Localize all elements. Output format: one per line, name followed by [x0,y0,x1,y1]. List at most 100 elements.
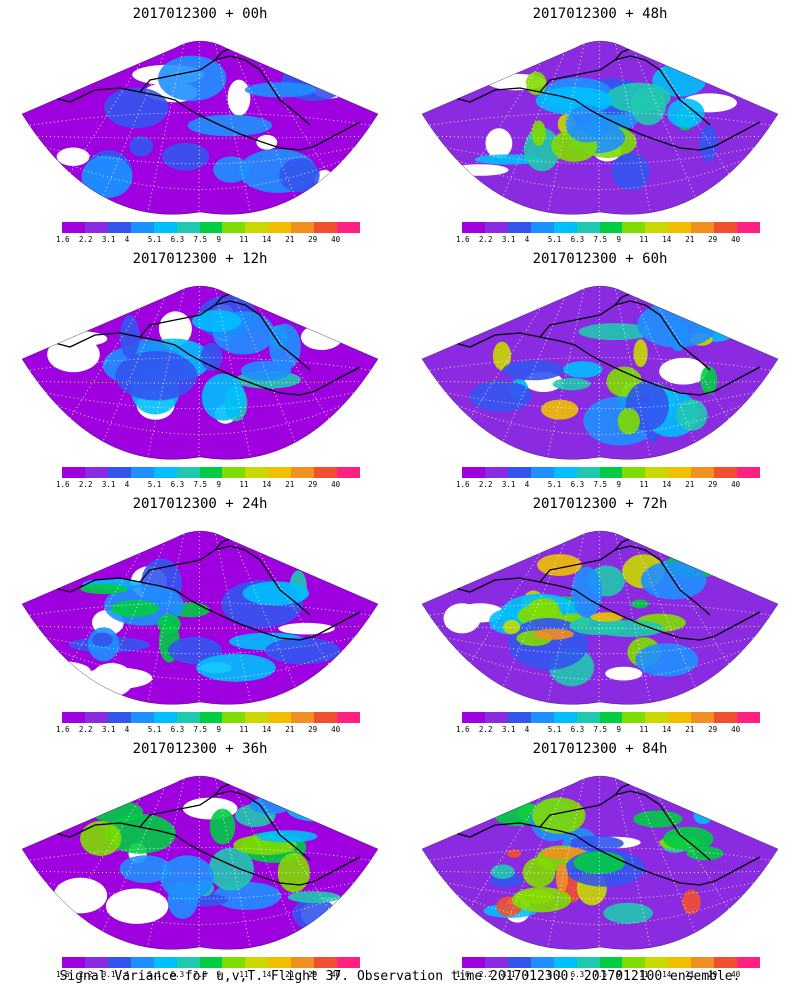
colorbar-swatch [130,712,154,723]
colorbar-swatch [337,957,360,968]
longitude-line [198,776,201,950]
colorbar-swatch [622,957,646,968]
colorbar-tick-label: 7.5 [593,480,608,489]
colorbar-swatch [553,222,577,233]
colorbar-swatch [245,957,269,968]
longitude-line [599,286,653,460]
variance-contour [522,857,556,888]
variance-contour [573,851,626,874]
colorbar-tick-label: 1.6 [456,970,470,979]
missing-data-patch [659,357,708,385]
colorbar-labels: 1.6 2.2 3.1 4 5.1 6.3 7.5 9 11 14 21 29 40 [52,480,372,490]
latitude-line [445,147,755,165]
latitude-line [445,637,755,655]
colorbar-tick-label: 3.1 [501,725,516,734]
colorbar-tick-label: 1.6 [56,970,70,979]
colorbar-swatch [507,712,531,723]
missing-data-patch [24,660,91,682]
latitude-line [453,893,747,925]
latitude-line [45,392,355,410]
variance-contour [663,826,714,851]
colorbar-swatch [153,222,177,233]
colorbar-swatch [268,467,292,478]
colorbar-swatch [222,467,246,478]
variance-contour [503,619,521,635]
colorbar-tick-label: 1.6 [56,480,70,489]
colorbar-swatch [645,467,669,478]
variance-contour [531,120,546,146]
colorbar-swatch [153,957,177,968]
colorbar-tick-label: 9 [216,235,221,244]
colorbar-tick-label: 29 [708,480,718,489]
colorbar-labels: 1.6 2.2 3.1 4 5.1 6.3 7.5 9 11 14 21 29 40 [52,235,372,245]
colorbar-tick-label: 2.2 [478,480,493,489]
colorbar-swatch [507,222,531,233]
latitude-line [445,882,755,900]
variance-contour [161,142,210,171]
colorbar-tick-label: 9 [616,235,621,244]
colorbar-tick-label: 7.5 [193,725,208,734]
colorbar-swatch [530,712,554,723]
colorbar-swatch [599,712,623,723]
colorbar-swatch [530,957,554,968]
forecast-map [421,285,779,460]
colorbar-tick-label: 3.1 [101,725,116,734]
longitude-line [439,286,601,460]
longitude-line [199,41,253,215]
colorbar-tick-label: 29 [308,970,318,979]
colorbar-swatch [176,222,200,233]
variance-contour [469,380,532,413]
forecast-map [421,530,779,705]
missing-data-patch [318,312,378,328]
variance-contour [92,632,113,647]
latitude-line [45,147,355,165]
colorbar-tick-label: 9 [616,480,621,489]
colorbar-tick-label: 7.5 [193,970,208,979]
variance-contour [532,797,586,834]
variance-contour [287,891,341,903]
colorbar-swatch [268,712,292,723]
longitude-line [598,41,601,215]
colorbar-swatch [507,957,531,968]
colorbar-tick-label: 21 [685,235,695,244]
variance-contour [541,399,579,420]
longitude-line [439,41,601,215]
colorbar-swatch [622,712,646,723]
colorbar-tick-label: 40 [731,970,741,979]
colorbar-swatch [668,222,692,233]
missing-data-patch [256,134,278,150]
longitude-line [599,531,653,705]
longitude-line [198,531,201,705]
variance-contour [279,158,320,193]
variance-contour [244,82,316,98]
colorbar-tick-label: 6.3 [170,480,185,489]
longitude-line [199,286,253,460]
colorbar-tick-label: 14 [262,970,272,979]
panel-title: 2017012300 + 60h [532,251,668,267]
colorbar-swatch [130,222,154,233]
variance-contour [91,800,144,823]
variance-contour [537,554,582,576]
colorbar-swatch [222,957,246,968]
longitude-line [198,41,201,215]
colorbar-swatch [62,957,85,968]
colorbar [62,957,360,968]
forecast-panel: 2017012300 + 12h 1.6 2.2 3.1 4 5.1 6.3 7.5 9 11 14… [0,245,400,490]
colorbar-tick-label: 1.6 [456,480,470,489]
colorbar-tick-label: 9 [616,725,621,734]
forecast-panel: 2017012300 + 84h 1.6 2.2 3.1 4 5.1 6.3 7.5 9 11 14… [400,735,800,980]
forecast-panel: 2017012300 + 60h 1.6 2.2 3.1 4 5.1 6.3 7.5 9 11 14… [400,245,800,490]
colorbar-swatch [714,467,738,478]
colorbar-swatch [484,957,508,968]
colorbar-tick-label: 9 [216,970,221,979]
colorbar-swatch [62,712,85,723]
map-outline [21,40,379,215]
colorbar-tick-label: 29 [308,235,318,244]
colorbar-swatch [462,222,485,233]
panel-title: 2017012300 + 00h [132,6,268,22]
panel-title: 2017012300 + 48h [532,6,668,22]
colorbar-swatch [484,467,508,478]
colorbar-swatch [130,467,154,478]
colorbar-tick-label: 14 [262,235,272,244]
colorbar-tick-label: 4 [524,970,530,979]
